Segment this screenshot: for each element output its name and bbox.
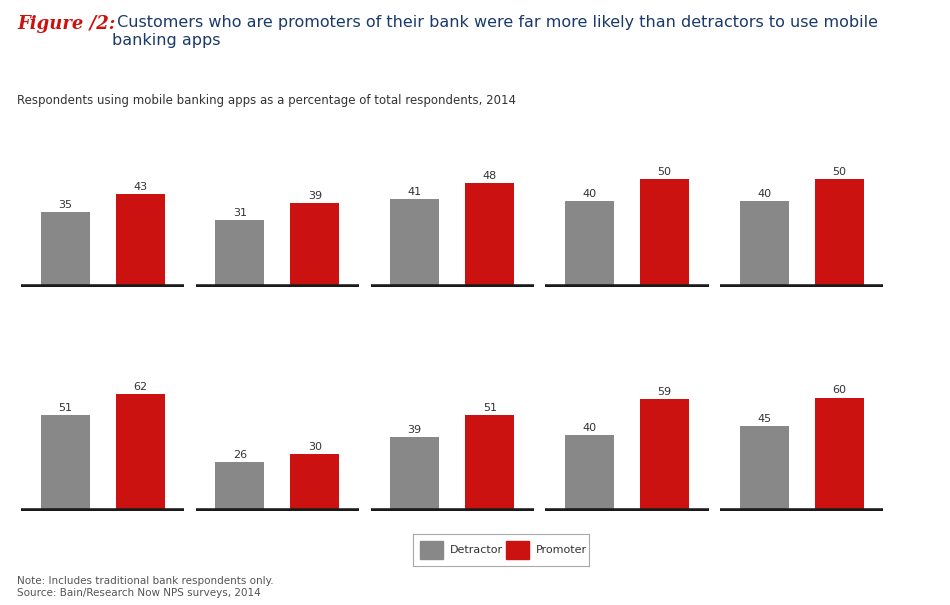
Bar bbox=[216, 462, 264, 511]
Text: Promoter: Promoter bbox=[536, 545, 587, 555]
Text: UK: UK bbox=[618, 129, 636, 142]
Text: 51: 51 bbox=[58, 402, 72, 413]
Bar bbox=[740, 201, 788, 287]
Text: Spain: Spain bbox=[782, 129, 822, 142]
Text: 39: 39 bbox=[408, 425, 422, 435]
Text: 50: 50 bbox=[832, 167, 846, 177]
Bar bbox=[640, 399, 689, 511]
Bar bbox=[565, 201, 614, 287]
Bar bbox=[565, 436, 614, 511]
Bar bbox=[420, 540, 443, 560]
Text: 26: 26 bbox=[233, 450, 247, 460]
Text: 39: 39 bbox=[308, 191, 322, 201]
Text: 60: 60 bbox=[832, 385, 846, 396]
Text: 40: 40 bbox=[757, 189, 771, 198]
Text: Belgium: Belgium bbox=[249, 353, 306, 366]
Bar bbox=[41, 212, 89, 287]
Text: Mexico: Mexico bbox=[428, 129, 477, 142]
Text: 40: 40 bbox=[582, 424, 597, 433]
Bar bbox=[815, 179, 864, 287]
Text: 48: 48 bbox=[483, 171, 497, 181]
Text: Respondents using mobile banking apps as a percentage of total respondents, 2014: Respondents using mobile banking apps as… bbox=[17, 94, 516, 106]
Text: Note: Includes traditional bank respondents only.
Source: Bain/Research Now NPS : Note: Includes traditional bank responde… bbox=[17, 576, 274, 598]
Text: Poland: Poland bbox=[79, 353, 126, 366]
Text: Australia: Australia bbox=[421, 353, 484, 366]
Text: 45: 45 bbox=[757, 414, 771, 424]
Text: Canada: Canada bbox=[251, 129, 304, 142]
Text: Figure /2:: Figure /2: bbox=[17, 15, 116, 33]
Text: 51: 51 bbox=[483, 402, 497, 413]
Text: 62: 62 bbox=[133, 382, 147, 391]
Text: 59: 59 bbox=[657, 387, 672, 397]
Text: 31: 31 bbox=[233, 208, 247, 218]
Bar bbox=[390, 198, 439, 287]
Text: 35: 35 bbox=[58, 200, 72, 209]
Text: Detractor: Detractor bbox=[450, 545, 504, 555]
Text: 30: 30 bbox=[308, 442, 322, 453]
Text: 41: 41 bbox=[408, 186, 422, 197]
Bar bbox=[815, 397, 864, 511]
Bar bbox=[466, 183, 514, 287]
Bar bbox=[291, 454, 339, 511]
Bar bbox=[116, 194, 164, 287]
Bar bbox=[291, 203, 339, 287]
Text: Hong Kong: Hong Kong bbox=[589, 353, 665, 366]
Bar bbox=[466, 414, 514, 511]
Text: 40: 40 bbox=[582, 189, 597, 198]
Text: 50: 50 bbox=[657, 167, 672, 177]
Bar bbox=[390, 437, 439, 511]
Text: Customers who are promoters of their bank were far more likely than detractors t: Customers who are promoters of their ban… bbox=[112, 15, 878, 48]
Bar bbox=[506, 540, 529, 560]
Bar bbox=[640, 179, 689, 287]
Bar bbox=[216, 220, 264, 287]
Bar bbox=[116, 394, 164, 511]
Text: US: US bbox=[93, 129, 112, 142]
Text: 43: 43 bbox=[133, 182, 147, 192]
Text: Singapore: Singapore bbox=[766, 353, 838, 366]
Bar bbox=[740, 426, 788, 511]
Bar bbox=[41, 414, 89, 511]
